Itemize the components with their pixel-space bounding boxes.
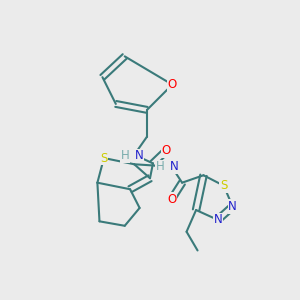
Text: N: N — [169, 160, 178, 173]
Text: N: N — [134, 149, 143, 162]
Text: N: N — [228, 200, 237, 213]
Text: H: H — [155, 160, 164, 173]
Text: N: N — [213, 213, 222, 226]
Text: O: O — [168, 78, 177, 91]
Text: H: H — [120, 149, 129, 162]
Text: O: O — [162, 144, 171, 157]
Text: O: O — [167, 193, 176, 206]
Text: S: S — [220, 179, 227, 192]
Text: S: S — [100, 152, 108, 164]
